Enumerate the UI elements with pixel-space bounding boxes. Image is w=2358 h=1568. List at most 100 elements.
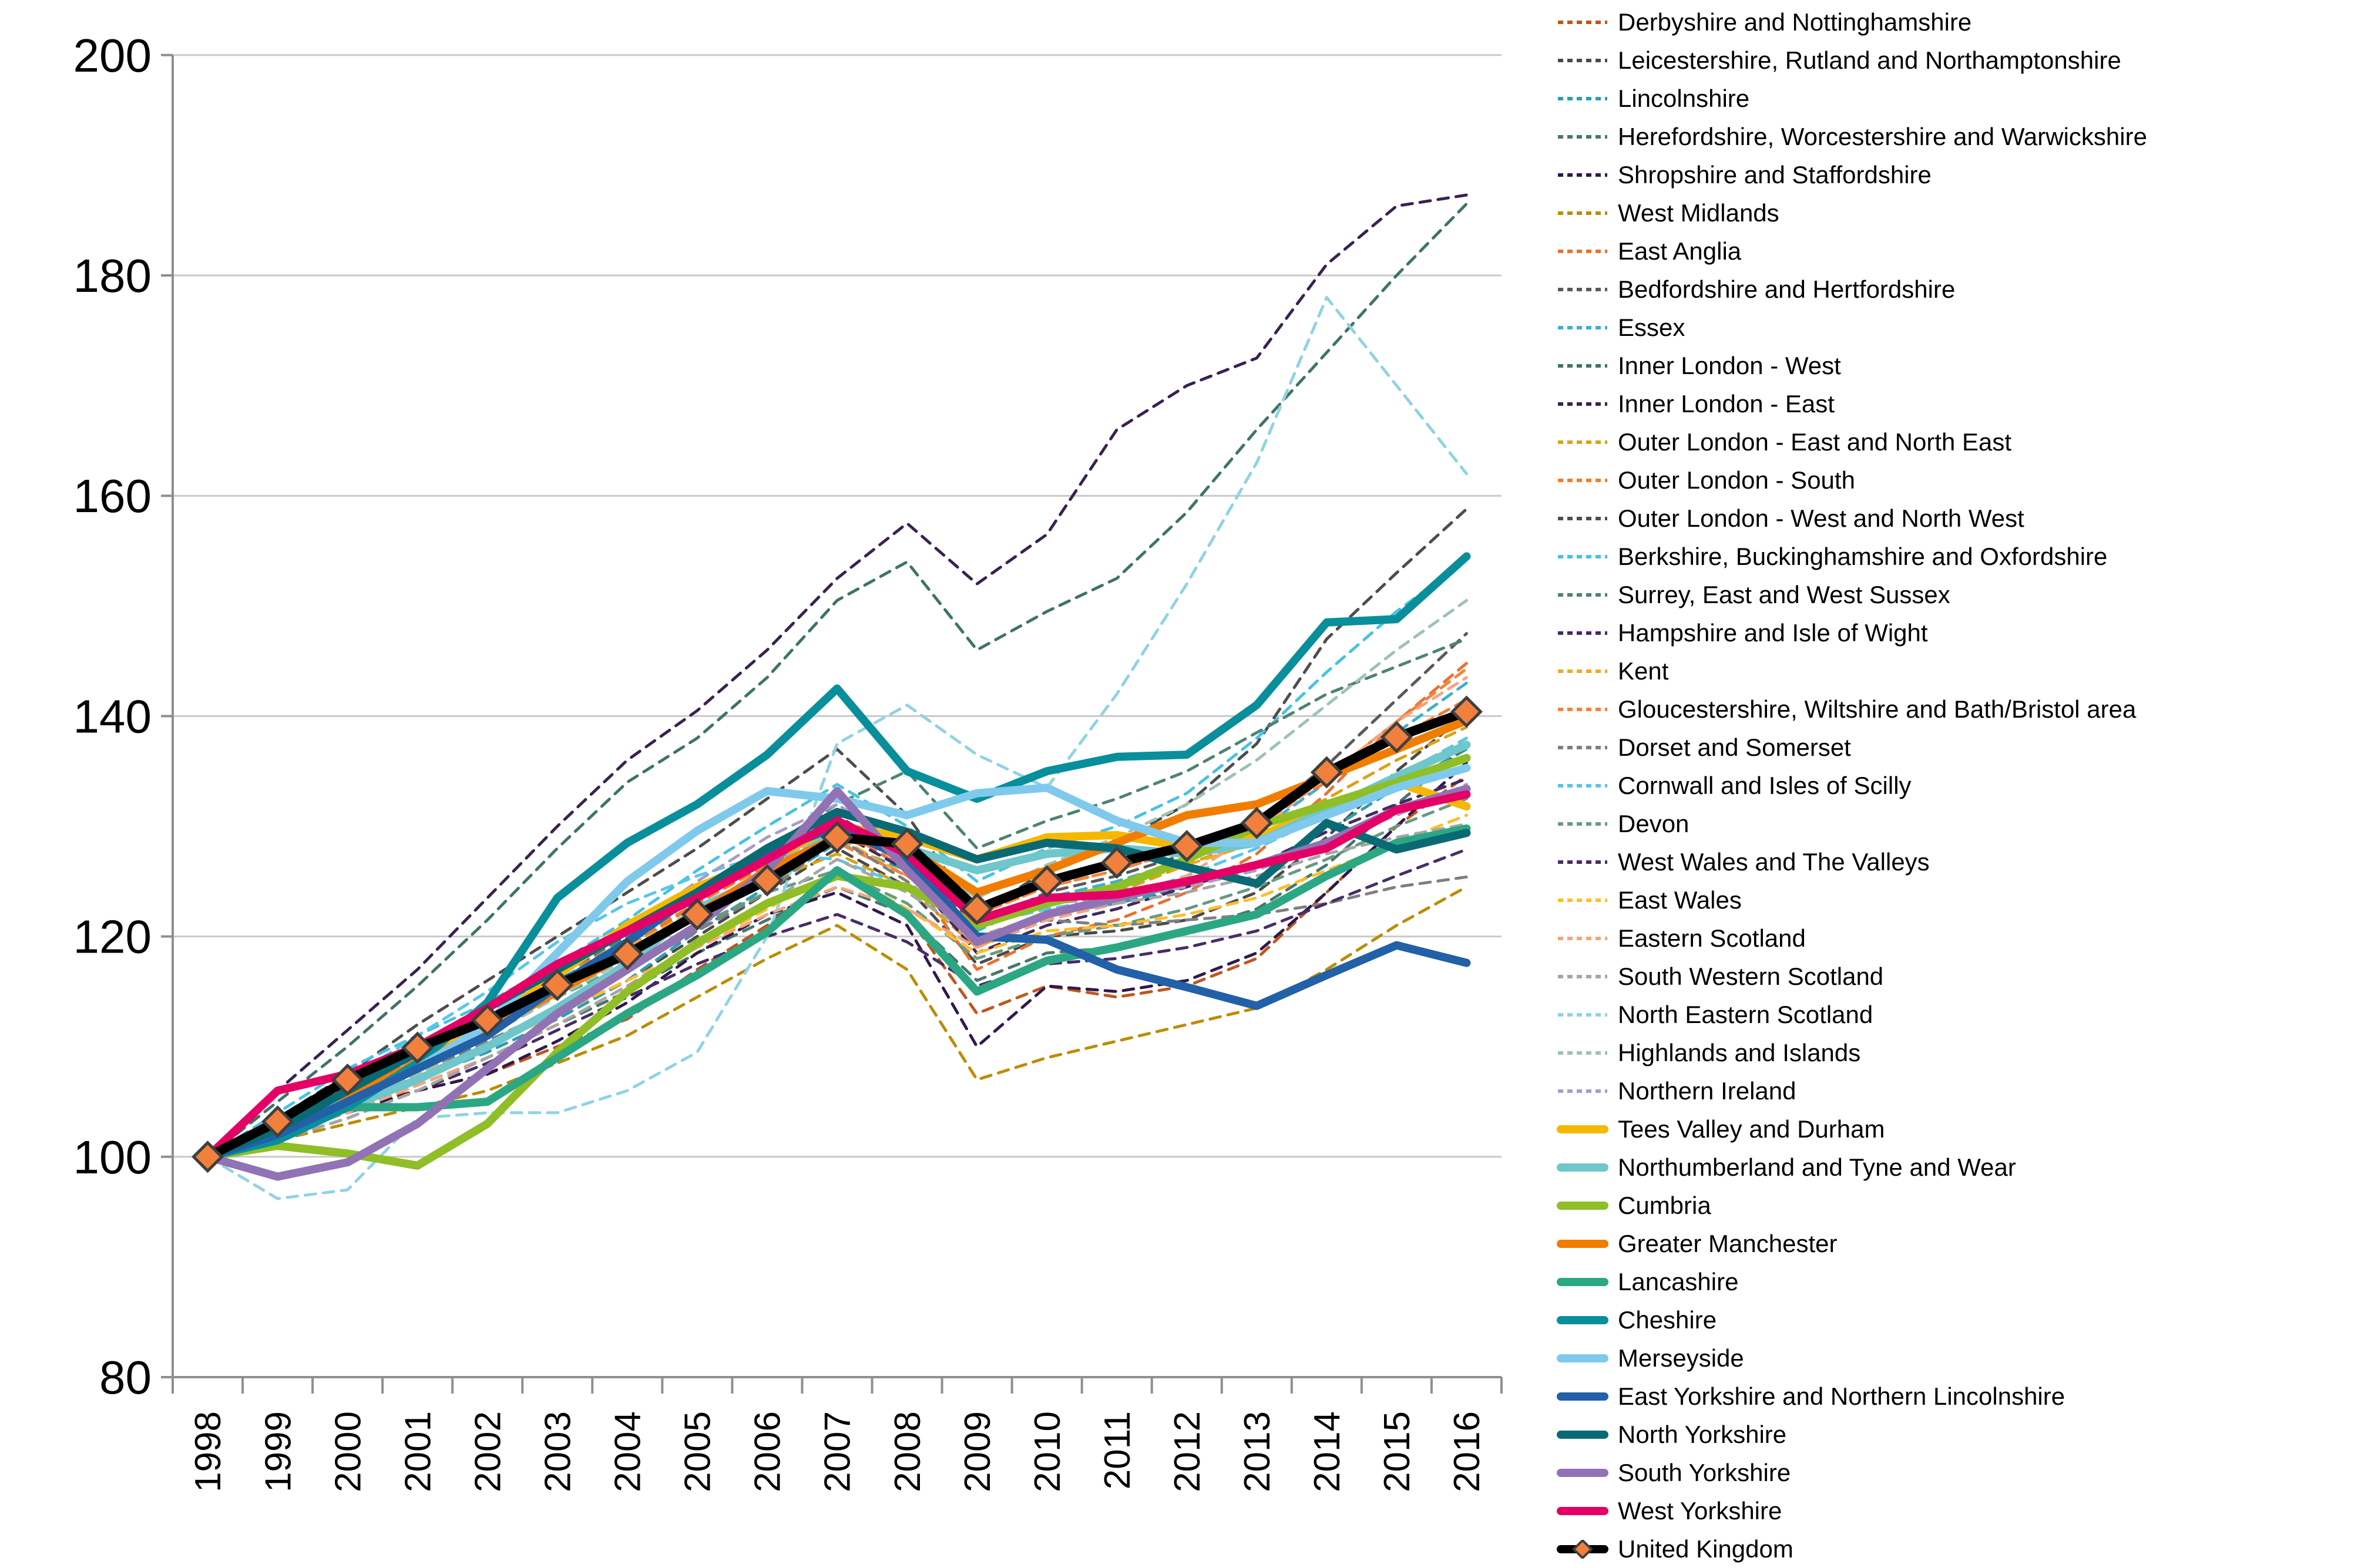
legend-swatch-icon xyxy=(1558,783,1607,788)
legend-swatch-icon xyxy=(1558,745,1607,749)
x-tick-label: 1999 xyxy=(258,1411,298,1492)
legend-item-devon: Devon xyxy=(1557,805,2356,843)
legend-swatch-icon xyxy=(1557,1163,1608,1172)
legend-swatch-icon xyxy=(1558,134,1607,139)
legend-item-label: Shropshire and Staffordshire xyxy=(1618,160,1932,189)
legend-item-lancashire: Lancashire xyxy=(1557,1263,2356,1301)
x-tick-label: 2012 xyxy=(1167,1411,1208,1492)
x-tick-label: 2013 xyxy=(1237,1411,1278,1492)
legend-item-outer-london-east-north-east: Outer London - East and North East xyxy=(1557,423,2356,461)
uk-diamond-marker xyxy=(1380,721,1413,753)
legend-item-label: East Yorkshire and Northern Lincolnshire xyxy=(1618,1382,2065,1410)
legend-item-highlands-islands: Highlands and Islands xyxy=(1557,1034,2356,1072)
uk-diamond-marker xyxy=(541,968,574,1001)
series-line-south-western-scotland xyxy=(206,822,1468,1159)
legend-item-northern-ireland: Northern Ireland xyxy=(1557,1072,2356,1110)
legend-swatch-icon xyxy=(1558,173,1607,177)
legend-item-label: Dorset and Somerset xyxy=(1618,733,1851,761)
x-tick-label: 2011 xyxy=(1097,1411,1138,1489)
legend-item-label: Berkshire, Buckinghamshire and Oxfordshi… xyxy=(1618,542,2108,570)
legend-item-cumbria: Cumbria xyxy=(1557,1186,2356,1224)
uk-diamond-marker xyxy=(891,827,923,860)
legend-swatch-icon xyxy=(1558,249,1607,253)
legend-item-label: Outer London - South xyxy=(1618,466,1855,494)
legend-item-label: Kent xyxy=(1618,657,1669,685)
legend-item-south-yorkshire: South Yorkshire xyxy=(1557,1453,2356,1492)
legend-swatch-icon xyxy=(1558,516,1607,520)
legend-swatch-icon xyxy=(1558,936,1607,940)
legend-item-south-western-scotland: South Western Scotland xyxy=(1557,957,2356,995)
y-tick-label: 80 xyxy=(99,1351,152,1404)
legend-item-label: Devon xyxy=(1618,809,1689,837)
uk-diamond-marker xyxy=(1100,846,1133,879)
uk-diamond-marker xyxy=(401,1031,434,1064)
uk-diamond-marker xyxy=(1030,865,1063,898)
legend-swatch-icon xyxy=(1558,822,1607,826)
legend-item-label: South Yorkshire xyxy=(1618,1458,1791,1486)
legend-swatch-icon xyxy=(1558,478,1607,482)
legend-item-label: Bedfordshire and Hertfordshire xyxy=(1618,275,1956,303)
uk-diamond-marker xyxy=(261,1105,294,1138)
uk-diamond-marker xyxy=(1240,806,1273,839)
uk-diamond-marker xyxy=(1450,695,1483,728)
legend-item-label: Hampshire and Isle of Wight xyxy=(1618,618,1928,647)
legend-item-inner-london-west: Inner London - West xyxy=(1557,346,2356,385)
y-tick-label: 200 xyxy=(73,29,152,82)
legend-item-greater-manchester: Greater Manchester xyxy=(1557,1224,2356,1263)
legend-swatch-icon xyxy=(1558,974,1607,978)
legend-item-north-eastern-scotland: North Eastern Scotland xyxy=(1557,995,2356,1034)
legend-swatch-icon xyxy=(1558,898,1607,902)
legend-item-label: Cornwall and Isles of Scilly xyxy=(1618,771,1912,799)
legend-item-united-kingdom: United Kingdom xyxy=(1557,1530,2356,1568)
legend-item-label: East Anglia xyxy=(1618,237,1742,265)
legend-item-cornwall-isles-of-scilly: Cornwall and Isles of Scilly xyxy=(1557,766,2356,805)
legend-item-bedfordshire-hertfordshire: Bedfordshire and Hertfordshire xyxy=(1557,270,2356,308)
legend-item-hampshire-isle-of-wight: Hampshire and Isle of Wight xyxy=(1557,614,2356,652)
legend-swatch-icon xyxy=(1558,58,1607,62)
legend-swatch-icon xyxy=(1557,1392,1608,1401)
legend-uk-diamond-icon xyxy=(1572,1539,1593,1559)
legend-swatch-icon xyxy=(1558,325,1607,329)
series-line-inner-london-east xyxy=(206,193,1468,1159)
legend-item-label: North Eastern Scotland xyxy=(1618,1000,1873,1028)
y-tick-label: 180 xyxy=(73,250,152,302)
x-tick-label: 2007 xyxy=(818,1411,858,1492)
legend-item-outer-london-south: Outer London - South xyxy=(1557,461,2356,499)
legend-swatch-icon xyxy=(1557,1125,1608,1133)
legend-item-outer-london-west-north-west: Outer London - West and North West xyxy=(1557,499,2356,537)
legend-swatch-icon xyxy=(1558,96,1607,100)
legend-item-label: Gloucestershire, Wiltshire and Bath/Bris… xyxy=(1618,695,2137,723)
legend-item-label: Lancashire xyxy=(1618,1267,1739,1296)
line-chart-svg: 80 100 120 140 160 180 200 1998 1999 2000 2001 2002… xyxy=(73,29,1503,1492)
legend-item-label: Eastern Scotland xyxy=(1618,924,1806,952)
y-tick-label: 120 xyxy=(73,911,152,963)
legend-item-label: Northumberland and Tyne and Wear xyxy=(1618,1153,2016,1181)
legend-item-label: Outer London - West and North West xyxy=(1618,504,2024,532)
legend-item-label: Surrey, East and West Sussex xyxy=(1618,580,1950,608)
legend-item-label: Merseyside xyxy=(1618,1344,1744,1372)
legend-swatch-icon xyxy=(1558,669,1607,673)
legend-item-inner-london-east: Inner London - East xyxy=(1557,385,2356,423)
series-line-inner-london-west xyxy=(206,202,1468,1159)
legend-swatch-icon xyxy=(1557,1315,1608,1324)
series-line-eastern-scotland xyxy=(206,676,1468,1159)
uk-diamond-marker xyxy=(681,898,714,931)
legend-item-herefordshire-worcestershire-warwickshire: Herefordshire, Worcestershire and Warwic… xyxy=(1557,117,2356,156)
series-line-surrey-east-west-sussex xyxy=(206,637,1468,1159)
legend-item-label: West Wales and The Valleys xyxy=(1618,847,1930,876)
series-line-west-midlands xyxy=(206,885,1468,1159)
uk-diamond-marker xyxy=(611,938,644,971)
legend-swatch-icon xyxy=(1557,1354,1608,1362)
legend-item-label: Essex xyxy=(1618,313,1685,341)
legend-swatch-icon xyxy=(1558,287,1607,291)
legend-swatch-icon xyxy=(1558,860,1607,864)
legend-item-dorset-somerset: Dorset and Somerset xyxy=(1557,728,2356,766)
legend-item-label: Greater Manchester xyxy=(1618,1229,1838,1257)
legend-item-east-anglia: East Anglia xyxy=(1557,232,2356,270)
legend-item-tees-valley-durham: Tees Valley and Durham xyxy=(1557,1110,2356,1148)
legend-item-label: Leicestershire, Rutland and Northamptons… xyxy=(1618,46,2121,74)
x-tick-label: 2003 xyxy=(538,1411,578,1492)
uk-diamond-marker xyxy=(471,1004,504,1037)
legend-item-derbyshire-nottinghamshire: Derbyshire and Nottinghamshire xyxy=(1557,3,2356,41)
